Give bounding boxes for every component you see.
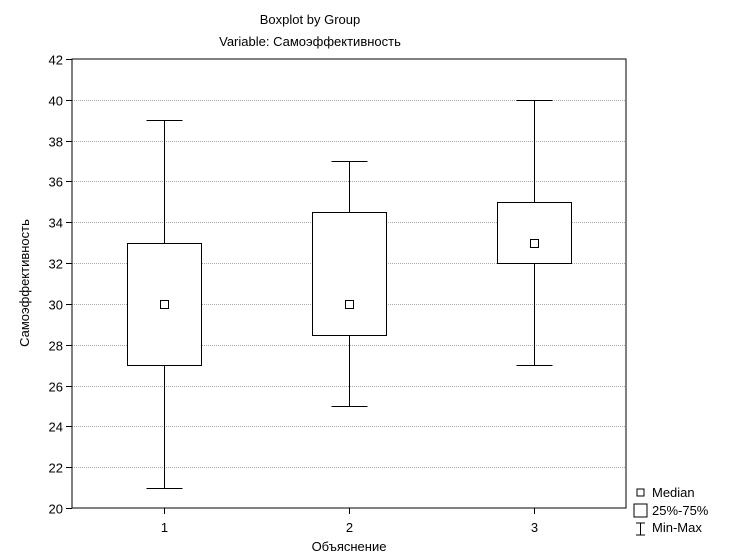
y-tick-label: 36	[49, 175, 63, 190]
median-marker	[160, 300, 169, 309]
y-tick-label: 22	[49, 461, 63, 476]
x-tick-label: 3	[531, 520, 538, 535]
legend-box-icon	[633, 503, 648, 518]
y-tick-label: 32	[49, 257, 63, 272]
y-tick-label: 30	[49, 298, 63, 313]
legend-box-label: 25%-75%	[652, 503, 709, 518]
chart-title: Boxplot by Group	[260, 12, 360, 27]
box-group-3	[497, 100, 572, 366]
y-tick-label: 28	[49, 339, 63, 354]
iqr-box	[312, 212, 387, 336]
x-axis-label: Объяснение	[312, 539, 387, 554]
boxes	[127, 100, 572, 489]
x-tick-label: 1	[161, 520, 168, 535]
x-axis: 1 2 3	[161, 508, 538, 535]
y-tick-label: 40	[49, 94, 63, 109]
y-tick-label: 20	[49, 502, 63, 517]
legend-median-icon	[636, 488, 645, 497]
legend-median-label: Median	[652, 485, 695, 500]
y-axis-label: Самоэффективность	[17, 219, 32, 347]
y-tick-label: 26	[49, 380, 63, 395]
legend: Median 25%-75% Min-Max	[633, 485, 709, 536]
legend-whisker-icon	[636, 522, 645, 536]
y-tick-label: 34	[49, 216, 63, 231]
box-group-1	[127, 120, 202, 489]
y-axis: 20 22 24 26 28 30 32 34 36 38 40 42	[49, 53, 72, 517]
y-tick-label: 42	[49, 53, 63, 68]
legend-whisker-label: Min-Max	[652, 520, 702, 535]
box-group-2	[312, 161, 387, 407]
median-marker	[345, 300, 354, 309]
median-marker	[530, 239, 539, 248]
x-tick-label: 2	[346, 520, 353, 535]
chart-subtitle: Variable: Самоэффективность	[219, 34, 401, 49]
y-tick-label: 24	[49, 420, 63, 435]
iqr-box	[497, 202, 572, 264]
y-tick-label: 38	[49, 135, 63, 150]
